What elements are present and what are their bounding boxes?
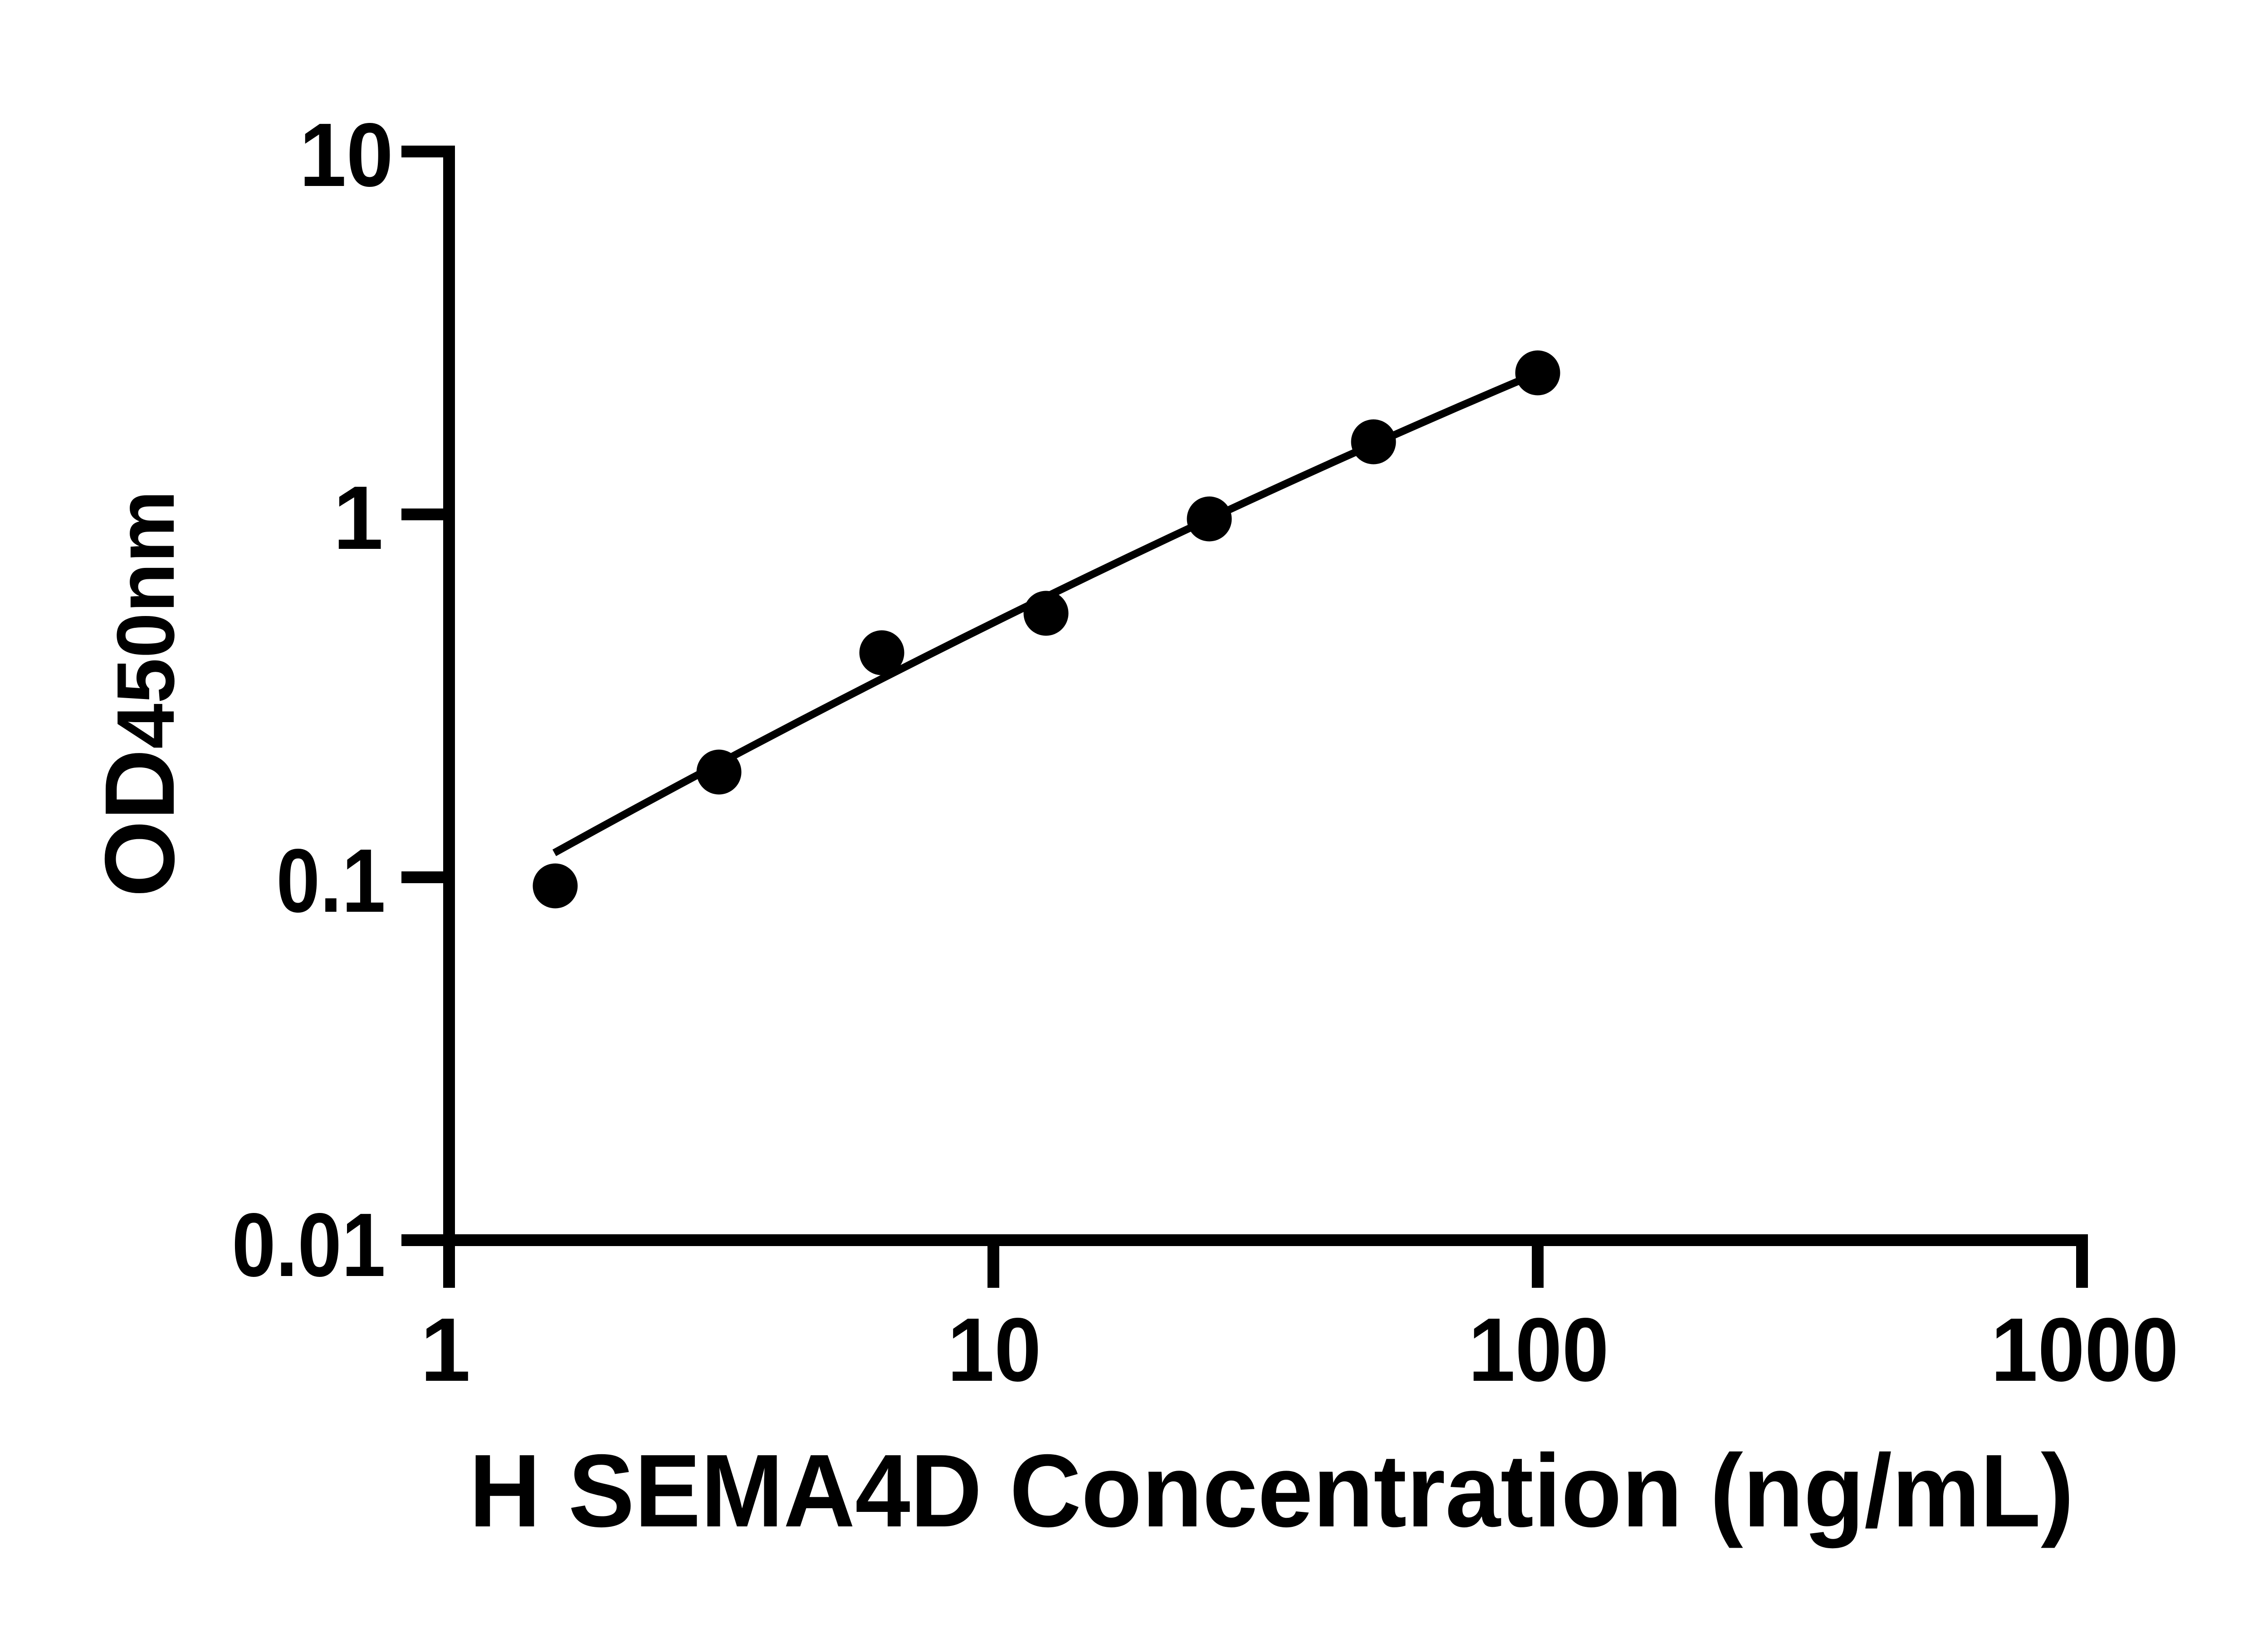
svg-text:10: 10 (948, 1300, 1041, 1400)
svg-text:H SEMA4D Concentration (ng/mL): H SEMA4D Concentration (ng/mL) (469, 1433, 2074, 1549)
svg-text:OD450nm: OD450nm (85, 490, 195, 897)
svg-text:100: 100 (1468, 1300, 1609, 1400)
svg-text:1: 1 (420, 1300, 471, 1400)
svg-text:1000: 1000 (1991, 1300, 2179, 1400)
svg-text:0.1: 0.1 (276, 831, 386, 931)
svg-text:1: 1 (333, 468, 383, 568)
svg-text:10: 10 (299, 105, 393, 205)
svg-text:0.01: 0.01 (232, 1195, 386, 1296)
